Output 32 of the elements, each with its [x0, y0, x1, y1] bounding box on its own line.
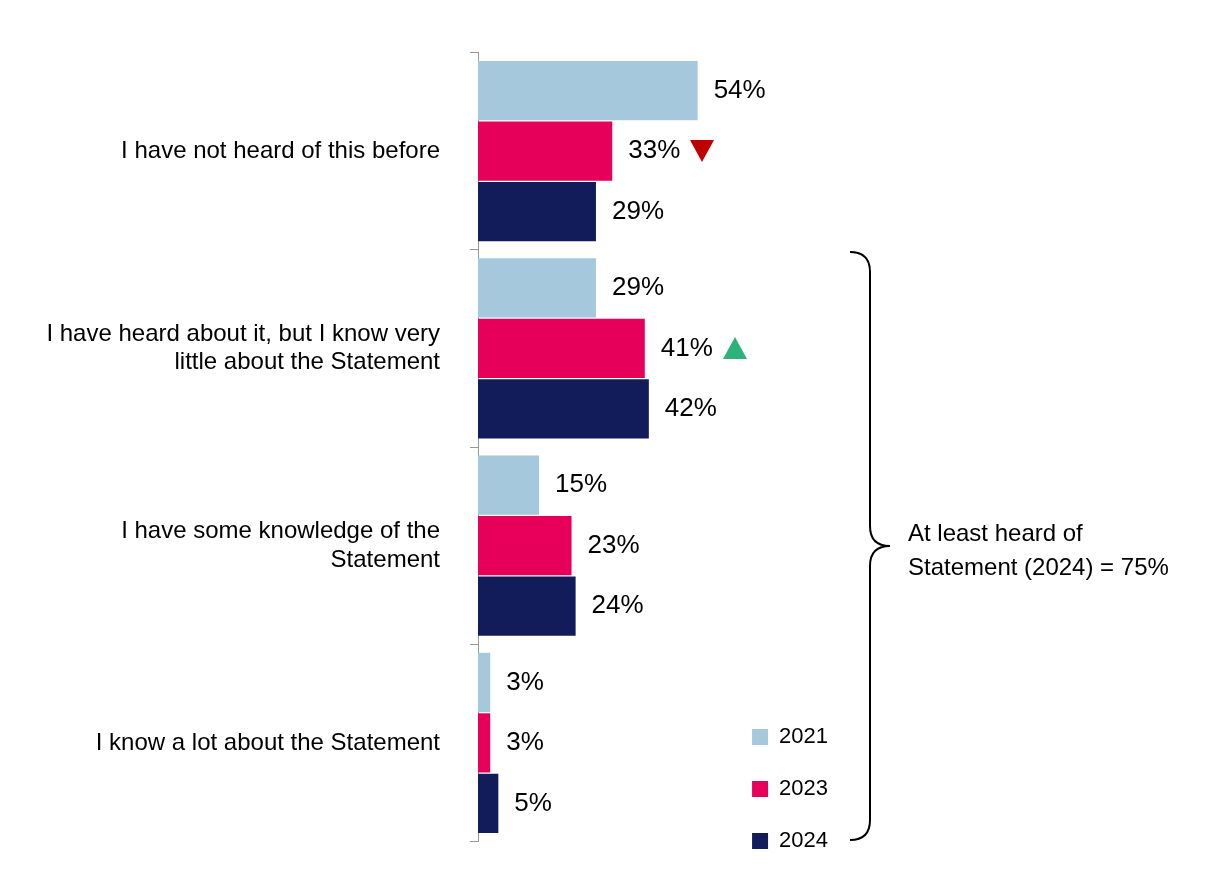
- data-label: 3%: [506, 726, 544, 757]
- data-label: 33%: [628, 134, 681, 165]
- legend-label: 2023: [779, 775, 829, 801]
- data-label: 41%: [660, 331, 713, 362]
- data-label: 23%: [587, 528, 640, 559]
- y-tick-label: I know a lot about the Statement: [95, 727, 441, 755]
- bar: [478, 121, 613, 181]
- bar: [478, 455, 540, 515]
- y-tick-label: I have heard about it, but I know very little about the Statement: [46, 318, 441, 375]
- bar: [478, 773, 499, 834]
- bar: [478, 713, 491, 773]
- bar: [478, 181, 596, 242]
- data-label: 5%: [514, 786, 552, 817]
- y-tick-label: I have some knowledge of the Statement: [121, 515, 441, 572]
- bar: [478, 379, 649, 439]
- data-label: 15%: [555, 468, 608, 499]
- data-label: 54%: [713, 73, 766, 104]
- data-label: 3%: [506, 665, 544, 696]
- text: At least heard of Statement (2024) = 75%: [908, 517, 1170, 582]
- bar: [478, 258, 596, 318]
- legend-label: 2021: [779, 723, 829, 749]
- data-label: 29%: [611, 271, 665, 302]
- data-label: 42%: [664, 392, 717, 423]
- data-label: 24%: [591, 589, 644, 620]
- bar: [478, 516, 572, 576]
- bar: [478, 318, 645, 378]
- legend-label: 2024: [779, 827, 829, 853]
- bar: [478, 60, 698, 121]
- bar: [478, 652, 491, 713]
- data-label: 29%: [611, 194, 665, 225]
- bar: [478, 576, 576, 636]
- y-tick-label: I have not heard of this before: [121, 135, 440, 163]
